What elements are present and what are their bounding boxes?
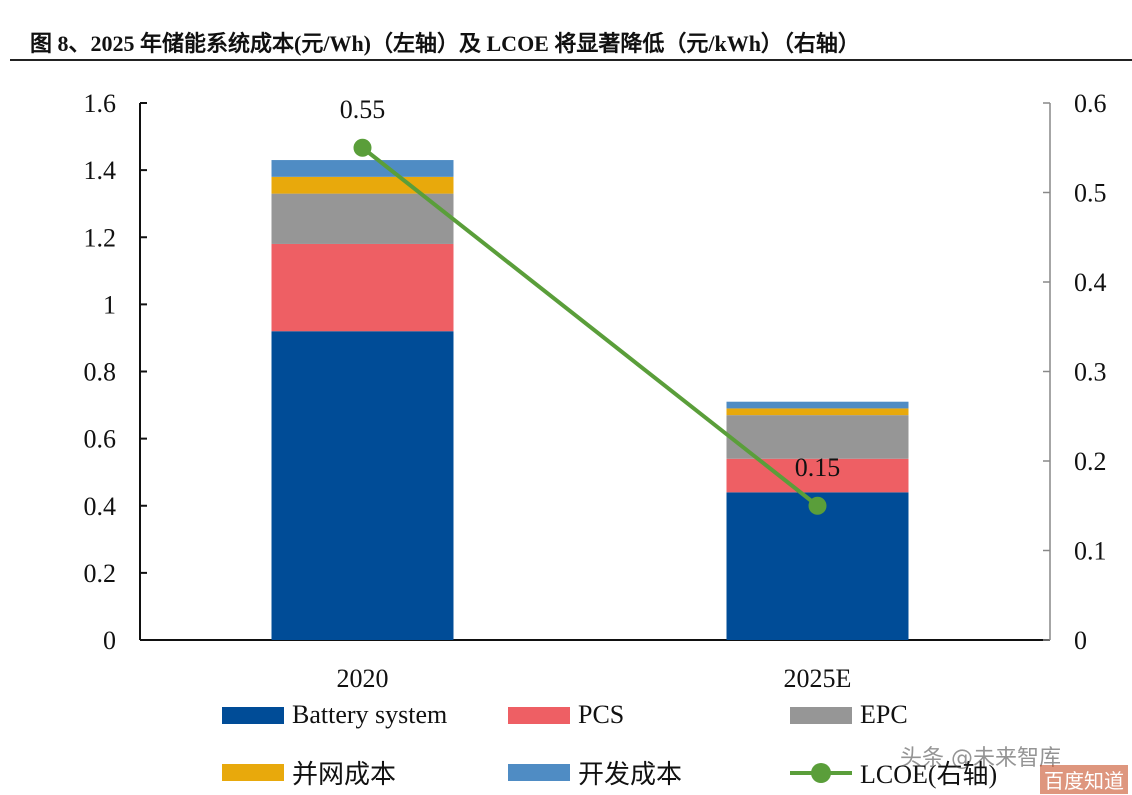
bar-segment-pcs	[271, 243, 454, 332]
bar-segment-开发成本	[726, 401, 909, 409]
right-tick-label: 0.6	[1074, 89, 1107, 118]
lcoe-data-label: 0.55	[340, 95, 386, 124]
left-tick-label: 0.8	[84, 358, 117, 387]
left-tick-label: 1.4	[84, 156, 117, 185]
bar-segment-battery-system	[271, 331, 454, 640]
bar-segment-epc	[726, 415, 909, 459]
left-tick-label: 0.2	[84, 559, 117, 588]
legend-label: Battery system	[292, 700, 448, 729]
bar-segment-并网成本	[271, 176, 454, 194]
legend-item: PCS	[508, 700, 624, 730]
left-tick-label: 1.6	[84, 89, 117, 118]
lcoe-line	[361, 146, 819, 508]
bar-segment-开发成本	[271, 160, 454, 177]
right-tick-label: 0.5	[1074, 179, 1107, 208]
bar-segment-pcs	[726, 458, 909, 493]
chart-title: 图 8、2025 年储能系统成本(元/Wh)（左轴）及 LCOE 将显著降低（元…	[30, 31, 860, 56]
legend-label: 并网成本	[292, 760, 397, 789]
lcoe-point	[353, 138, 372, 157]
left-tick-label: 0.4	[84, 492, 117, 521]
legend-line-marker-icon	[790, 762, 852, 783]
lcoe-data-label: 0.15	[795, 453, 841, 482]
left-tick-label: 1.2	[84, 223, 117, 252]
bar-segment-并网成本	[726, 408, 909, 416]
right-tick-label: 0.2	[1074, 447, 1107, 476]
category-label: 2020	[337, 664, 389, 693]
legend-swatch	[222, 764, 284, 781]
legend-item: EPC	[790, 700, 908, 730]
left-tick-label: 0.6	[84, 425, 117, 454]
legend-swatch	[790, 706, 852, 724]
legend-item: 并网成本	[222, 754, 396, 791]
watermark: 头条 @未来智库	[900, 746, 1061, 771]
bar-segment-battery-system	[726, 492, 909, 640]
legend-swatch	[508, 706, 570, 724]
legend-item: LCOE(右轴)	[790, 754, 997, 791]
legend-label: PCS	[578, 700, 625, 729]
watermark-logo: 百度知道	[1040, 765, 1128, 794]
title-divider	[10, 59, 1132, 61]
left-tick-label: 1	[103, 290, 116, 319]
legend-swatch	[508, 764, 570, 781]
category-label: 2025E	[784, 664, 852, 693]
right-tick-label: 0.4	[1074, 268, 1107, 297]
lcoe-point	[808, 496, 827, 515]
legend-item: 开发成本	[508, 754, 682, 791]
legend-label: EPC	[860, 700, 908, 729]
left-tick-label: 0	[103, 626, 116, 655]
right-tick-label: 0	[1074, 626, 1087, 655]
right-tick-label: 0.1	[1074, 537, 1107, 566]
legend-item: Battery system	[222, 700, 447, 730]
right-tick-label: 0.3	[1074, 358, 1107, 387]
legend-swatch	[222, 706, 284, 724]
legend-label: 开发成本	[578, 760, 683, 789]
bar-segment-epc	[271, 193, 454, 244]
legend-label: LCOE(右轴)	[860, 760, 998, 789]
